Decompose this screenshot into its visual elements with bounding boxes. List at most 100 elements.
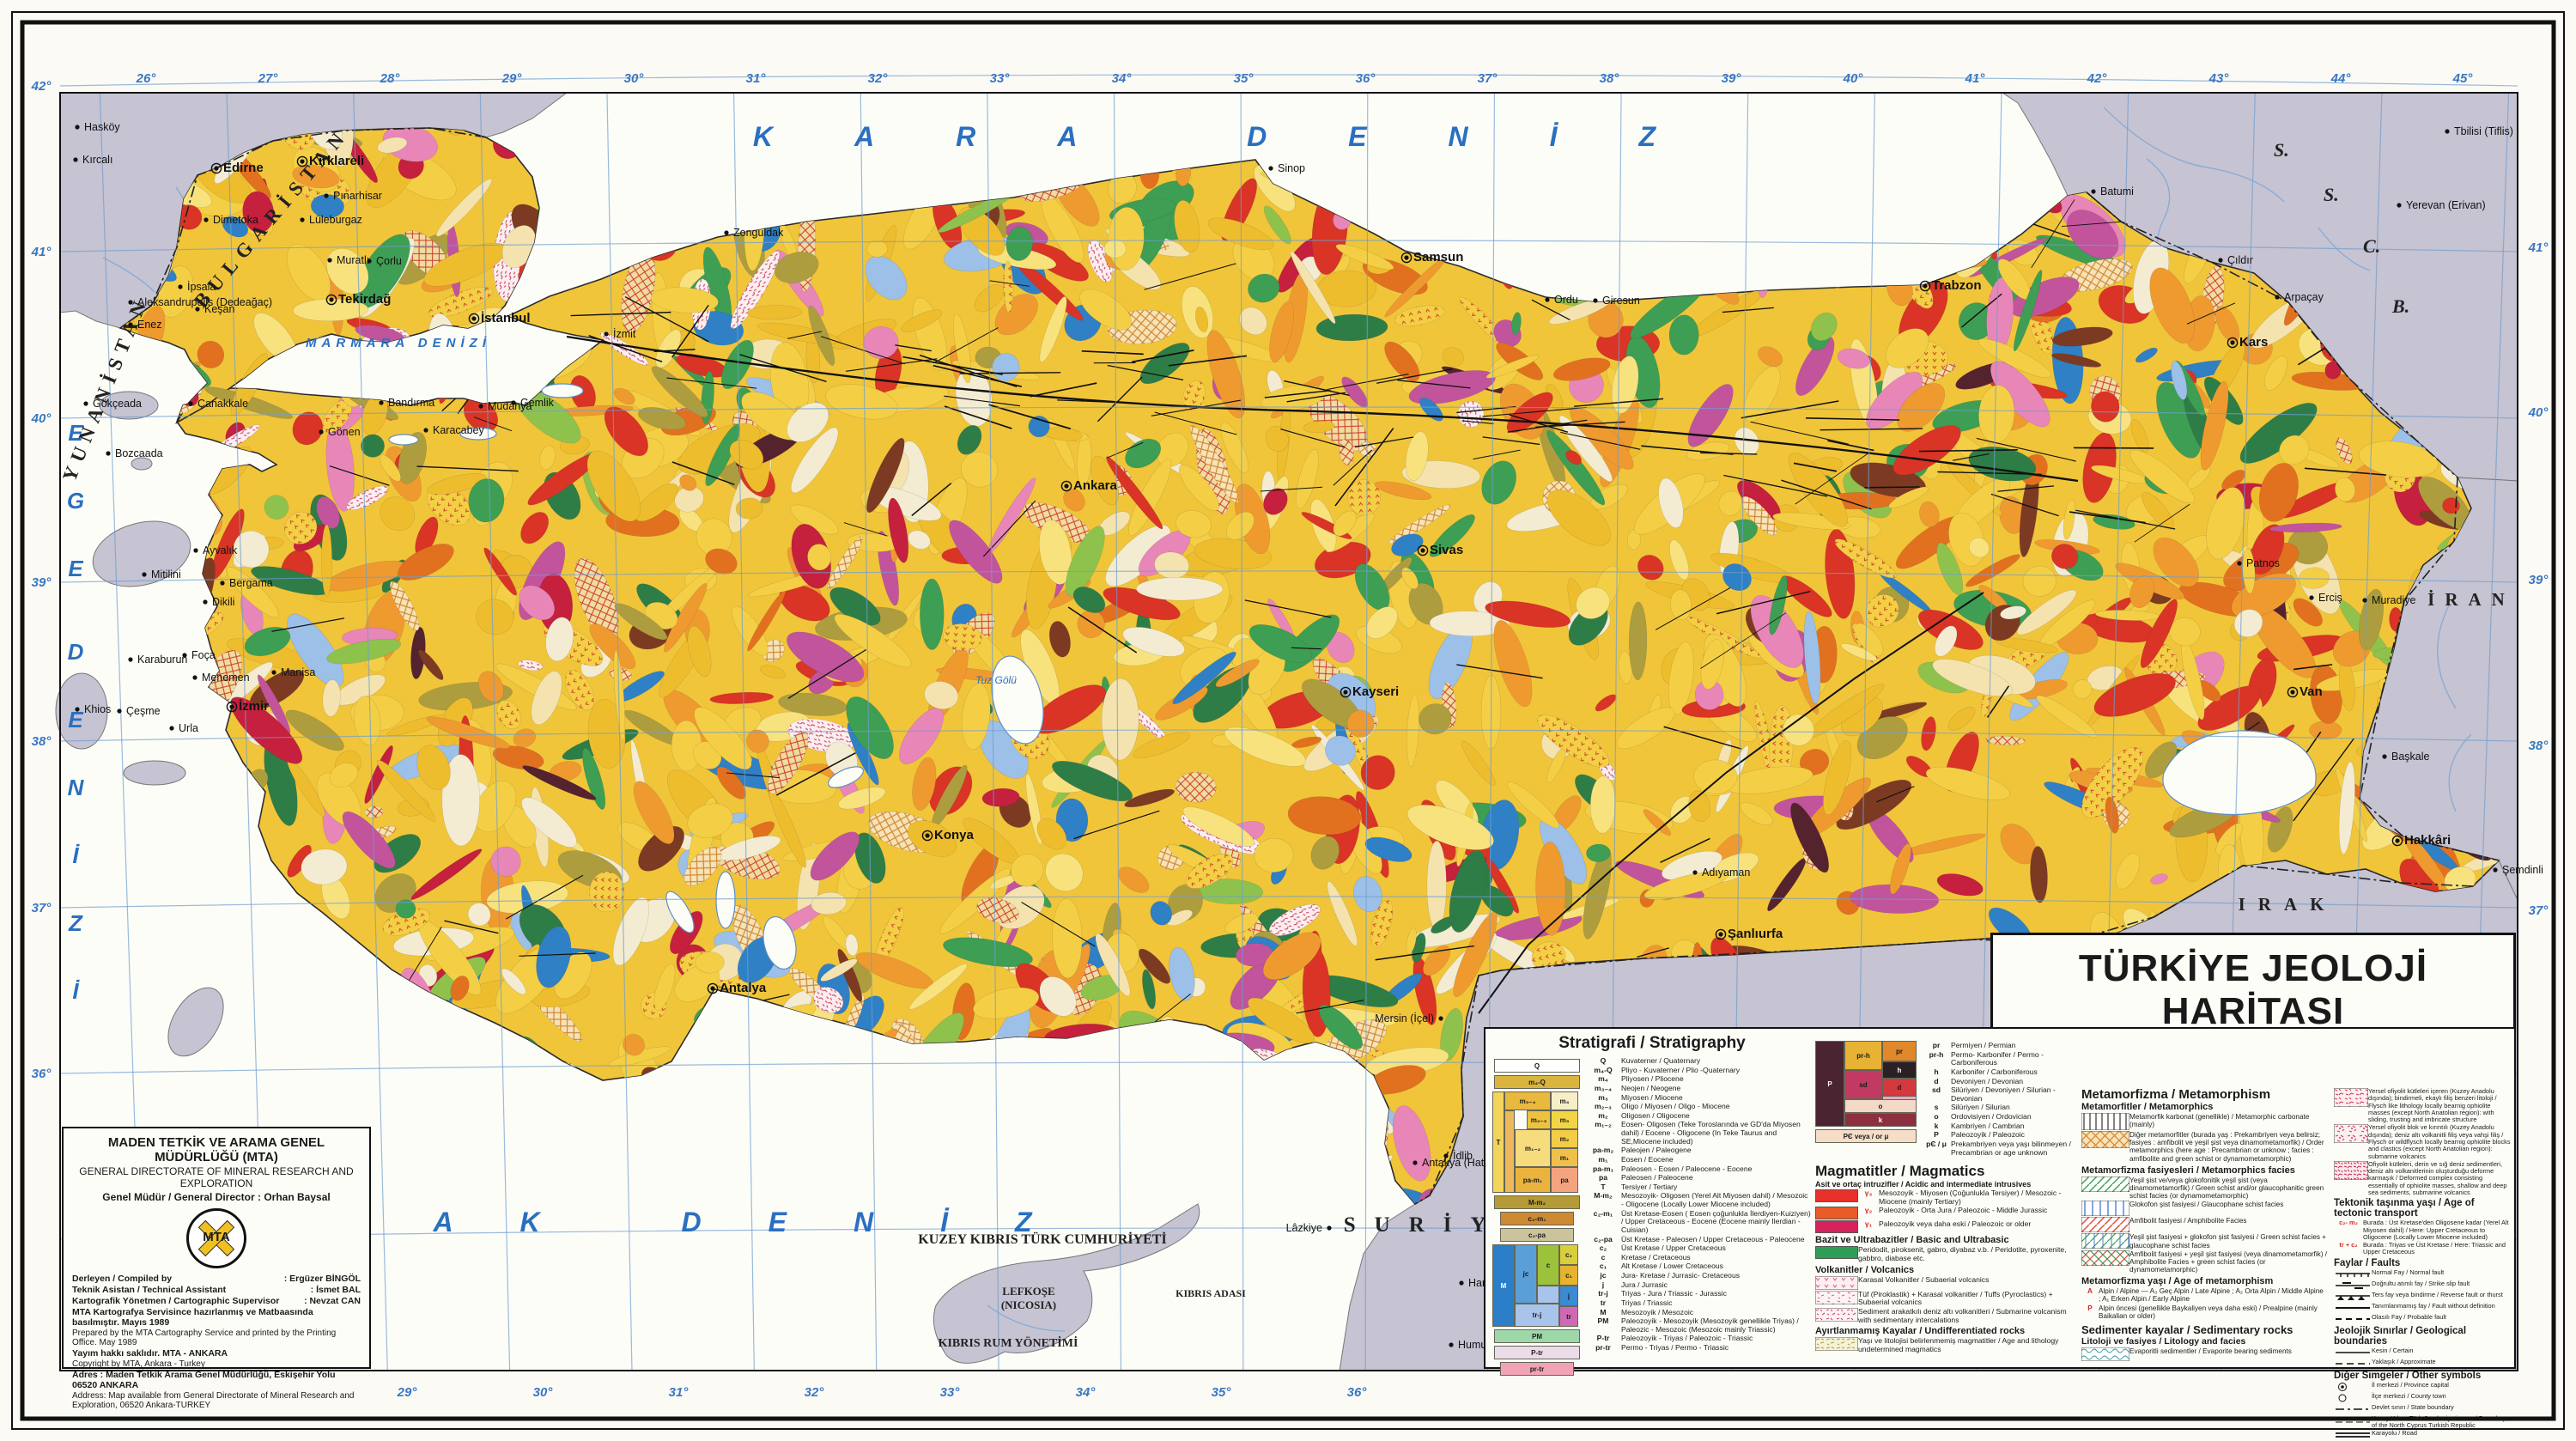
diagram-cell: c₂ [1559,1244,1578,1265]
legend-item: Ters fay veya bindirme / Reverse fault o… [2334,1291,2511,1302]
longitude-label: 35° [1212,1385,1232,1400]
legend-item: m₄-Q Pliyo - Kuvaterner / Plio -Quaternar… [1585,1066,1812,1075]
legend-item: sd Silüriyen / Devoniyen / Silurian - Dev… [1922,1085,2073,1103]
diagram-cell: pa-m₁ [1515,1167,1551,1193]
country-label-sscb: S. [2274,139,2289,161]
cyprus-label: (NICOSIA) [1001,1298,1056,1311]
legend-item: pa-m₁ Paleosen - Eosen / Paleocene - Eoce… [1585,1164,1812,1174]
legend-text: Oligo / Miyosen / Oligo - Miocene [1621,1102,1730,1111]
legend-heading: Volkanitler / Volcanics [1815,1264,1915,1275]
country-label-sscb: B. [2391,295,2409,317]
city-label: Bozcaada [115,447,163,459]
legend-code: P [2087,1304,2093,1312]
latitude-label: 39° [2529,573,2549,587]
org-name-tr: MADEN TETKİK VE ARAMA GENEL MÜDÜRLÜĞÜ (M… [107,1135,325,1164]
sea-label-ege: N [68,775,85,800]
legend-text: Amfibolit fasiyesi + yeşil şist fasiyesi… [2129,1249,2328,1274]
city-label: Dimetoka [213,214,258,226]
city-marker: Çorlu [367,255,402,267]
legend-code: pr-h [1929,1049,1944,1059]
diagram-cell: o [1844,1099,1917,1113]
legend-text: Yaklaşık / Approximate [2372,1357,2436,1365]
country-label: İRAN [2427,589,2515,610]
legend-item: İlçe merkezi / County town [2334,1392,2511,1403]
legend-text: Kuvaterner / Quaternary [1621,1056,1701,1065]
legend-code: m₃ [1598,1092,1608,1102]
legend-item: M-m₂ Mesozoyik- Oligosen (Yerel Alt Miyos… [1585,1191,1812,1208]
kktc-symbol-icon [2336,1418,2370,1423]
city-marker: Konya [921,828,975,842]
longitude-label: 27° [258,71,279,86]
legend-code: M [1600,1307,1607,1316]
longitude-label: 30° [624,71,645,86]
legend-text: Olasılı Fay / Probable fault [2372,1312,2447,1321]
diagram-cell [1504,1110,1515,1193]
diagram-cell: pa [1551,1167,1578,1193]
sea-label: AK DENİZ [432,1207,1098,1237]
legend-text: Triyas / Triassic [1621,1298,1673,1307]
legend-item: pr Permiyen / Permian [1922,1041,2073,1050]
probable-symbol-icon [2336,1317,2370,1320]
city-label: Hasköy [84,121,120,133]
longitude-label: 29° [501,71,523,86]
legend-item: Tanımlanmamış fay / Fault without defini… [2334,1302,2511,1313]
legend-item: j Jura / Jurrasic [1585,1280,1812,1290]
legend-swatch [1815,1207,1858,1220]
legend-text: Paleozoyik - Orta Jura / Paleozoic - Mid… [1879,1206,2048,1215]
legend-item: Amfibolit fasiyesi + yeşil şist fasiyesi… [2081,1249,2328,1274]
city-label: Sivas [1430,543,1463,557]
legend-item: Peridodit, piroksenit, gabro, diyabaz v.… [1815,1245,2073,1262]
legend-text: Paleosen - Eosen / Paleocene - Eocene [1621,1164,1753,1173]
diagram-cell: tr-j [1515,1304,1559,1327]
legend-item: Normal Fay / Normal fault [2334,1268,2511,1280]
city-marker: Antalya [707,981,767,995]
city-label: Kars [2239,335,2268,350]
city-marker: Ordu [1545,294,1578,306]
city-label: Urla [179,722,198,734]
legend-text: Tersiyer / Tertiary [1621,1182,1678,1191]
latitude-label: 37° [32,901,52,915]
sea-label-ege: D [68,639,84,665]
lake-label: Tuz Gölü [975,674,1017,686]
legend-heading: Metamorfizma fasiyesleri / Metamorphics … [2081,1164,2295,1176]
legend-text: Eosen- Oligosen (Teke Toroslarında ve GD… [1621,1120,1801,1146]
legend-text: Mesozoyik- Oligosen (Yerel Alt Miyosen d… [1621,1191,1808,1208]
legend-heading: Magmatitler / Magmatics [1815,1163,1985,1180]
city-markers: Hasköy Kırcalı Dimetoka Aleksandrupolis (De… [73,121,2543,1351]
legend-code: T [1601,1182,1606,1191]
legend-code: m₂ [1598,1110,1608,1120]
legend-item: Kesin / Certain [2334,1347,2511,1358]
legend-swatch-pat-undiff [1815,1337,1858,1352]
legend-code: m₃₋₄ [1594,1083,1613,1092]
legend-item: A Alpin / Alpine — A₃ Geç Alpin / Late Al… [2081,1287,2327,1303]
city-marker: İpsala [178,281,216,293]
legend-item: Karayolu / Road [2334,1429,2511,1440]
diagram-cell [1537,1286,1559,1304]
magmatics-subtitle: Asit ve ortaç intruzifler / Acidic and i… [1815,1180,2032,1189]
diagram-cell: jc [1515,1244,1537,1304]
legend-item: Olasılı Fay / Probable fault [2334,1312,2511,1324]
legend-item: Tüf (Piroklastik) + Karasal volkanitler … [1815,1290,2073,1307]
legend-code: pa [1598,1173,1608,1183]
legend-item: pa-m₂ Paleojen / Paleogene [1585,1146,1812,1155]
legend-code: s [1934,1103,1939,1112]
legend-text: Oligosen / Oligocene [1621,1110,1690,1120]
city-label: Keşan [204,303,234,315]
city-marker: Hakkâri [2391,833,2451,848]
legend-item: m₄ Pliyosen / Pliocene [1585,1075,1812,1084]
stratigraphy-list: Q Kuvaterner / Quaternary m₄-Q Pliyo - Kuva… [1585,1056,1812,1376]
diagram-cell: k [1844,1113,1917,1127]
legend-text: Üst Kretase - Paleosen / Upper Cretaceou… [1621,1234,1805,1243]
legend-swatch-pat-rdiag [2081,1217,2129,1233]
legend-heading: Litoloji ve fasiyes / Litology and facie… [2081,1336,2246,1347]
legend-item: tr Triyas / Triassic [1585,1298,1812,1308]
city-label: Khios [84,703,111,715]
map-title: TÜRKİYE JEOLOJİ HARİTASI [2078,947,2428,1032]
city-marker: Ankara [1060,478,1118,493]
diagram-cell: sd [1844,1070,1882,1099]
legend-item: c₂- m₂ Burada : Üst Kretase'den Oligosene… [2334,1219,2511,1241]
city-marker: Bozcaada [106,447,163,459]
city-marker: Giresun [1593,295,1640,307]
